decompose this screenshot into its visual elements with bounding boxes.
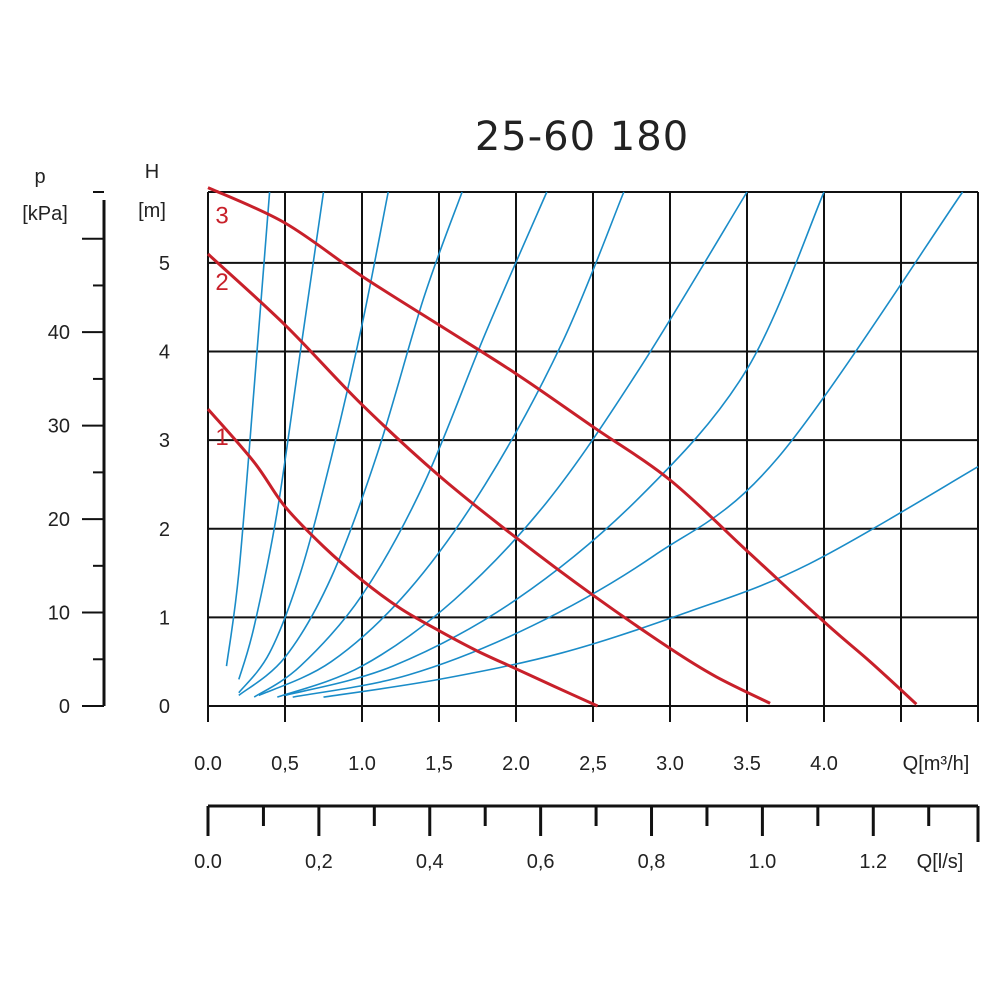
flow-ls-axis-unit: Q[l/s]	[917, 851, 964, 873]
head-tick-label: 2	[159, 519, 170, 541]
pump-curve-3-line	[207, 186, 918, 706]
pressure-axis-label: p	[34, 166, 45, 188]
flow-ls-tick-label: 0,6	[527, 851, 555, 873]
axes: 0 10 20 30 40 0 1 2 3 4 5 0.0 0,5 1.0 1,5 2.0 2,5 3.0 3.5 4…	[48, 191, 980, 873]
head-tick-label: 4	[159, 342, 170, 364]
pump-curve-2-label: 2	[215, 269, 228, 296]
head-axis-label: H	[145, 161, 159, 183]
head-tick-label: 3	[159, 430, 170, 452]
pressure-tick-label: 10	[48, 603, 70, 625]
flow-ls-tick-label: 1.0	[748, 851, 776, 873]
flow-ls-tick-label: 0,8	[638, 851, 666, 873]
flow-ls-tick-label: 0,4	[416, 851, 444, 873]
system-curve-line	[292, 191, 964, 698]
system-curve-line	[238, 191, 389, 694]
flow-m3h-tick-label: 3.5	[733, 753, 761, 775]
pressure-tick-label: 40	[48, 322, 70, 344]
flow-m3h-tick-label: 4.0	[810, 753, 838, 775]
flow-ls-tick-label: 0,2	[305, 851, 333, 873]
flow-m3h-tick-label: 1.0	[348, 753, 376, 775]
flow-m3h-tick-label: 1,5	[425, 753, 453, 775]
head-tick-label: 5	[159, 253, 170, 275]
pressure-tick-label: 20	[48, 509, 70, 531]
flow-m3h-tick-label: 2,5	[579, 753, 607, 775]
chart-title: 25-60 180	[475, 114, 689, 160]
system-curve-line	[225, 191, 271, 667]
head-tick-label: 1	[159, 607, 170, 629]
system-curve-line	[238, 191, 325, 680]
system-curve-line	[277, 191, 748, 698]
system-curve-line	[284, 191, 825, 697]
head-axis-unit: [m]	[138, 200, 166, 222]
system-curve-line	[238, 191, 463, 697]
flow-m3h-tick-label: 3.0	[656, 753, 684, 775]
pressure-tick-label: 0	[59, 696, 70, 718]
system-curve-line	[323, 466, 979, 698]
system-curves	[225, 191, 979, 698]
head-tick-label: 0	[159, 696, 170, 718]
flow-ls-tick-label: 0.0	[194, 851, 222, 873]
pump-curve-3-label: 3	[215, 203, 228, 230]
pressure-tick-label: 30	[48, 416, 70, 438]
pump-curve-1-label: 1	[215, 424, 228, 451]
flow-m3h-axis-unit: Q[m³/h]	[903, 753, 970, 775]
system-curve-line	[253, 191, 548, 698]
flow-m3h-tick-label: 0,5	[271, 753, 299, 775]
flow-m3h-tick-label: 0.0	[194, 753, 222, 775]
pump-curve-1-line	[206, 408, 599, 708]
grid	[207, 191, 979, 707]
flow-m3h-tick-label: 2.0	[502, 753, 530, 775]
system-curve-line	[258, 191, 625, 697]
pressure-axis-unit: [kPa]	[22, 203, 68, 225]
pump-curve-2-line	[206, 252, 771, 705]
pump-curves: 1 2 3	[206, 186, 918, 708]
flow-ls-tick-label: 1.2	[859, 851, 887, 873]
